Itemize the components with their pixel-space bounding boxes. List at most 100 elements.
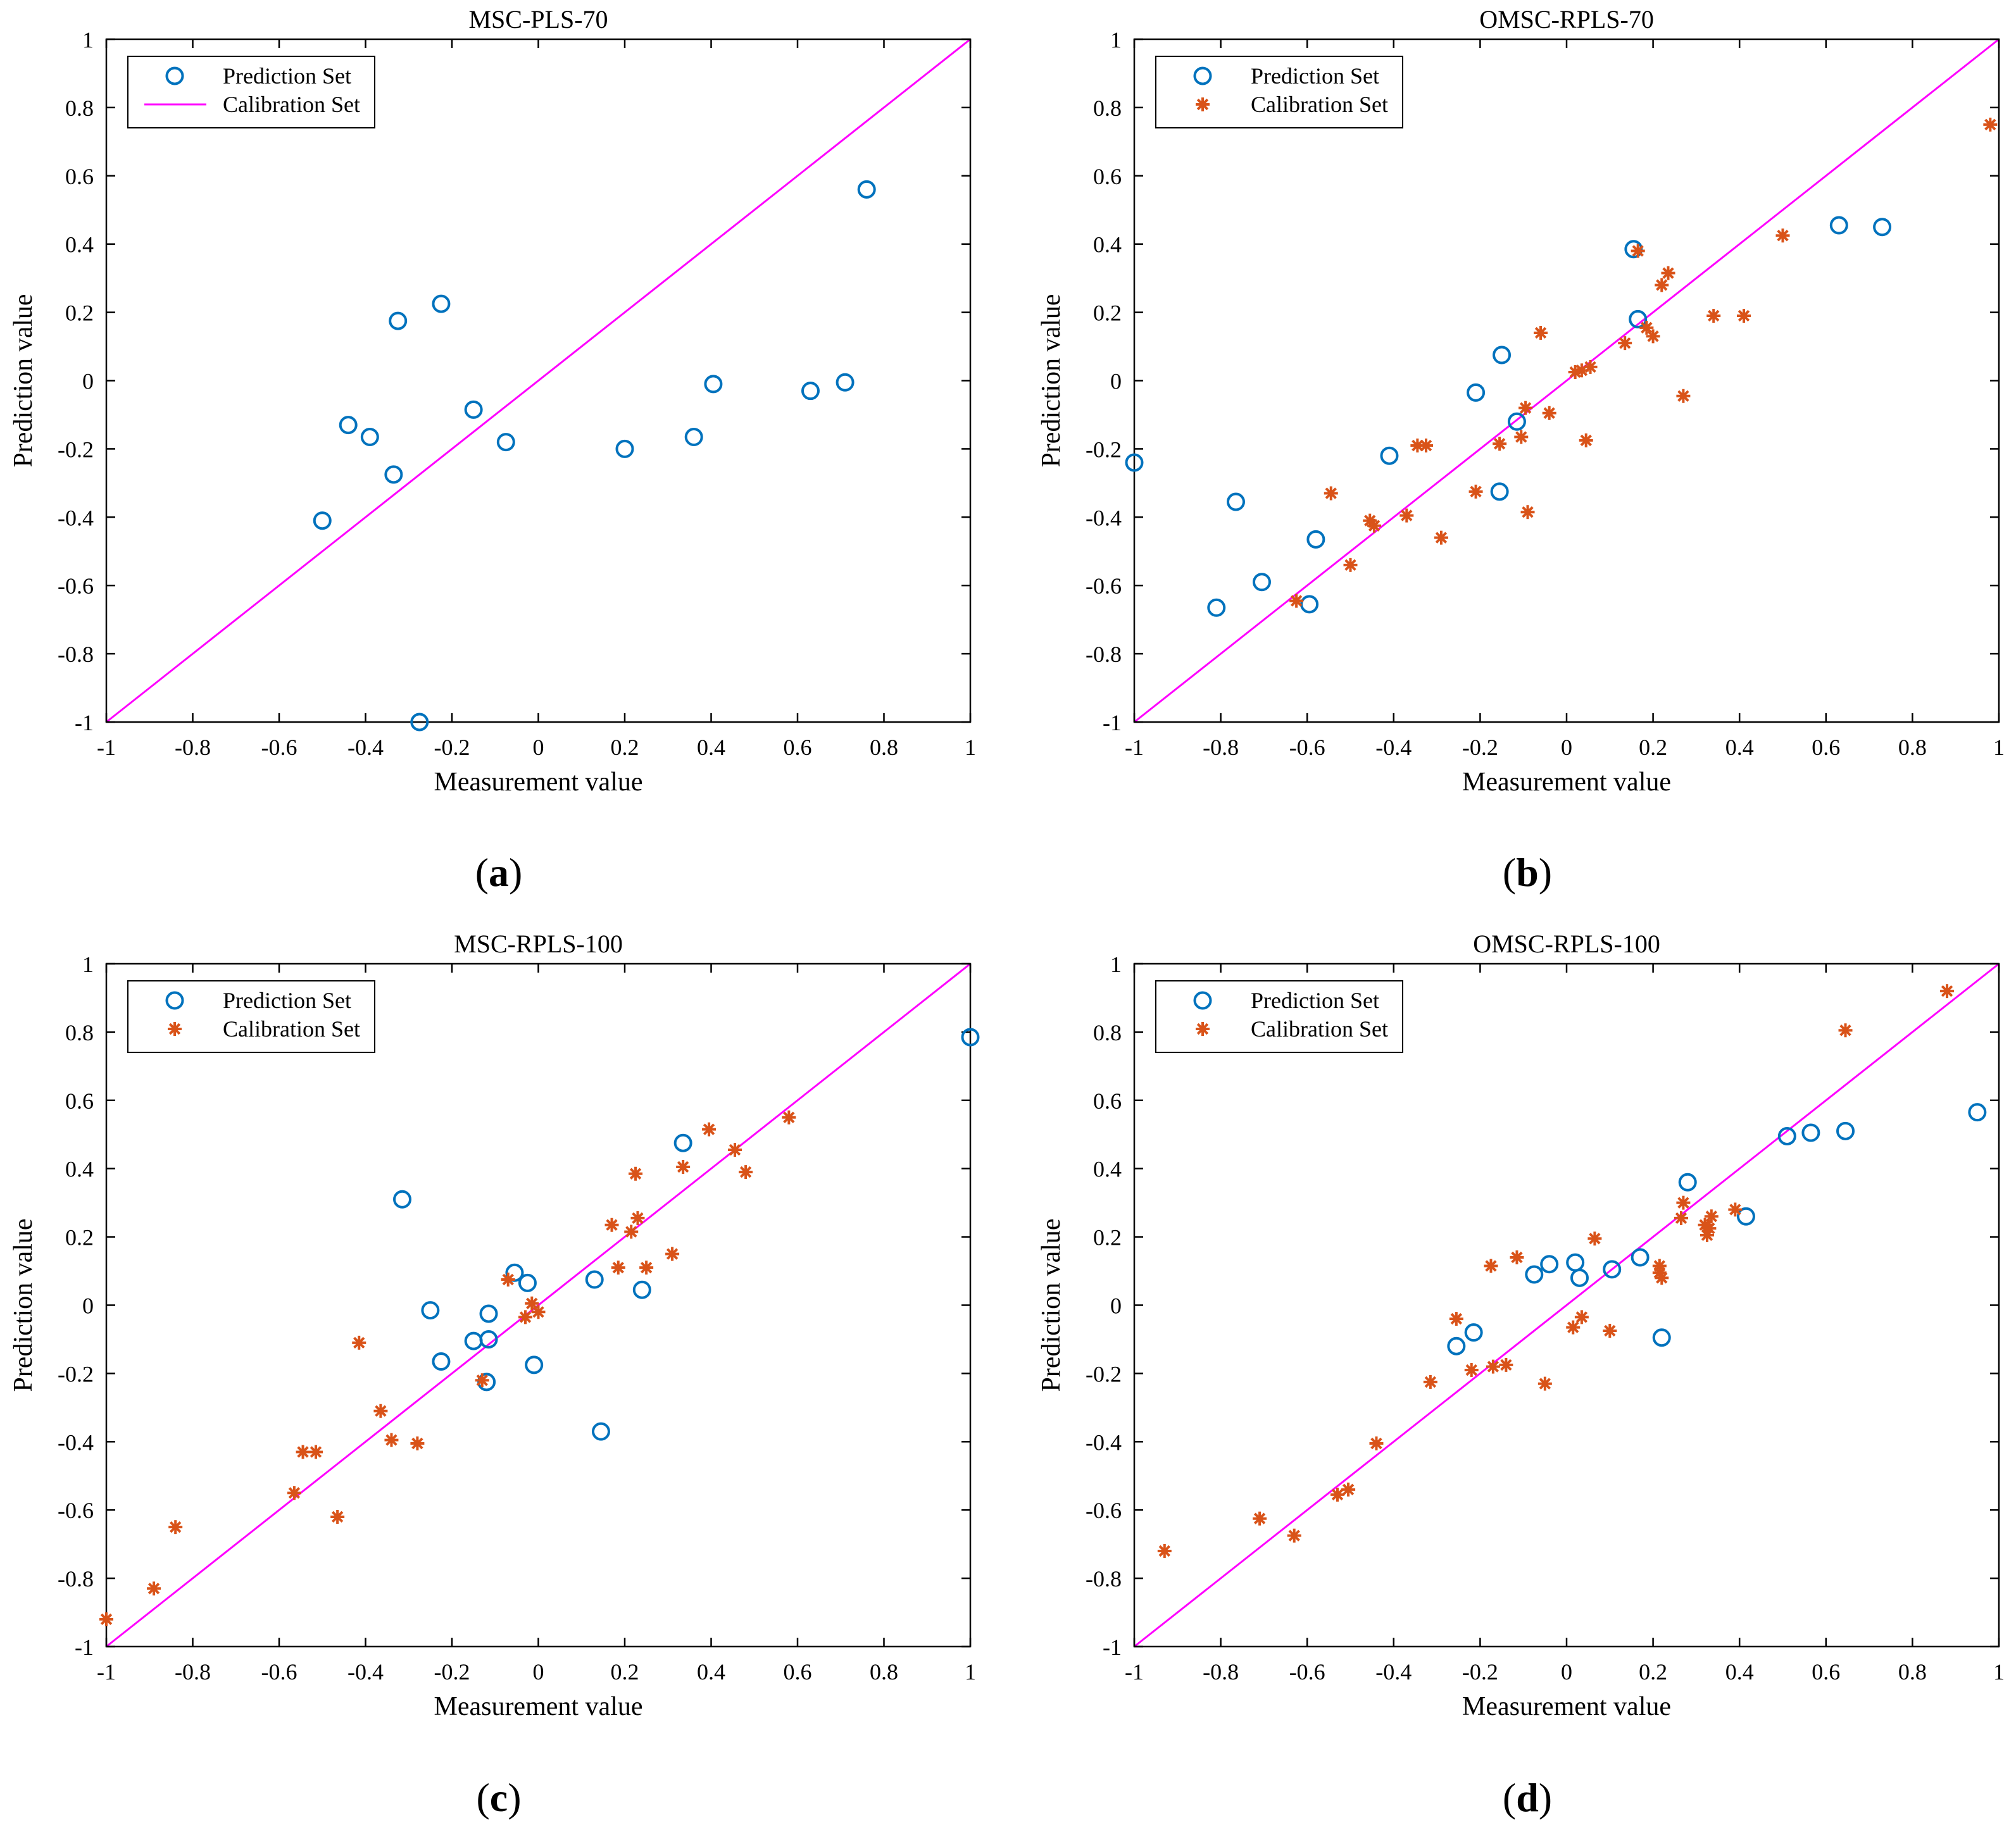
calibration-point [1583,359,1598,374]
y-tick-label: -0.8 [1086,1566,1122,1592]
x-tick-label: 0.2 [1639,735,1667,760]
legend-label: Calibration Set [223,1016,360,1042]
x-tick-label: 0.6 [1812,1659,1840,1685]
y-tick-label: 0.8 [65,1020,94,1045]
chart-title: OMSC-RPLS-70 [1479,5,1654,34]
prediction-point [1493,346,1512,364]
calibration-point [168,1520,183,1535]
y-tick-label: -0.4 [1086,1430,1122,1455]
x-tick-label: 0.8 [1898,1659,1927,1685]
x-tick-label: 0.4 [697,735,725,760]
calibration-point [1289,594,1304,608]
x-tick-label: -0.6 [1289,735,1325,760]
legend: Prediction Set Calibration Set [127,56,375,128]
x-tick-label: -0.6 [261,1659,297,1685]
prediction-point [518,1273,537,1292]
x-tick-label: 0.8 [870,1659,898,1685]
y-tick-label: -0.4 [58,505,94,530]
prediction-point [1540,1255,1559,1274]
prediction-point [961,1028,980,1047]
y-tick-label: 0.4 [1093,232,1122,258]
legend-marker-circle [1193,991,1212,1010]
prediction-point [704,375,723,394]
y-tick-label: -1 [75,1635,94,1660]
legend-box [1155,56,1403,128]
y-tick-label: 0.6 [1093,1088,1122,1114]
prediction-point [464,400,483,419]
calibration-point [1661,266,1675,280]
calibration-point [1639,320,1654,335]
y-tick-label: 0.6 [1093,164,1122,189]
y-tick-label: 0 [82,1293,94,1319]
prediction-point [1252,573,1271,592]
prediction-point [591,1422,610,1441]
prediction-point [432,294,451,313]
y-axis-label: Prediction value [9,1218,38,1392]
caption-a: (a) [475,850,523,895]
legend-marker-asterisk [1196,1022,1210,1036]
calibration-point [702,1122,717,1137]
prediction-point [801,382,820,401]
calibration-point [1631,244,1645,258]
calibration-point [1706,308,1721,323]
calibration-point [639,1261,654,1275]
calibration-point [611,1261,625,1275]
y-tick-label: -0.6 [1086,573,1122,599]
x-tick-label: 0.8 [1898,735,1927,760]
calibration-point [1574,1310,1589,1324]
calibration-point [1655,1271,1669,1285]
calibration-point [782,1110,796,1124]
calibration-point [531,1305,546,1319]
calibration-point [1603,1323,1617,1338]
calibration-point [1566,1320,1581,1335]
x-tick-label: 0 [533,735,544,760]
prediction-point [1447,1336,1466,1355]
y-tick-label: 0 [82,369,94,394]
calibration-point [629,1166,643,1181]
y-tick-label: -0.8 [1086,642,1122,667]
x-tick-label: 0.4 [1725,1659,1754,1685]
prediction-point [477,1373,496,1392]
calibration-point [1652,1259,1667,1273]
legend-label: Prediction Set [1251,988,1379,1013]
legend-marker-circle [1193,66,1212,85]
y-axis-label: Prediction value [1037,1218,1066,1392]
prediction-point [836,373,855,392]
calibration-point [1341,1482,1356,1497]
prediction-point [1464,1323,1483,1342]
calibration-point [287,1486,301,1500]
x-tick-label: -0.8 [1203,1659,1239,1685]
x-tick-label: -0.8 [1203,735,1239,760]
calibration-point [373,1404,388,1418]
x-tick-label: -0.4 [347,1659,384,1685]
prediction-point [1873,218,1892,237]
calibration-point [501,1273,515,1287]
prediction-point [313,511,332,530]
legend: Prediction Set Calibration Set [1155,980,1403,1053]
y-tick-label: -0.8 [58,642,94,667]
series-calibration-set [1289,117,1998,608]
y-tick-label: 0.2 [65,1225,94,1250]
calibration-point [1324,486,1338,501]
x-tick-label: 0.6 [784,735,812,760]
x-tick-label: 0 [1561,1659,1572,1685]
x-tick-label: 1 [1993,1659,2005,1685]
x-tick-label: -0.2 [1462,735,1498,760]
calibration-point [352,1335,366,1350]
calibration-point [1520,505,1535,520]
prediction-point [1968,1103,1987,1122]
x-tick-label: -0.2 [434,1659,470,1685]
y-tick-label: -0.2 [58,1361,94,1386]
legend-marker-asterisk [1196,97,1210,111]
legend-label: Calibration Set [1251,92,1388,117]
calibration-point [525,1296,539,1311]
prediction-point [389,311,408,330]
x-tick-label: -0.4 [347,735,384,760]
calibration-point [1343,558,1358,572]
x-tick-label: -0.8 [175,735,211,760]
calibration-point [1493,437,1507,451]
calibration-point [676,1160,691,1174]
y-tick-label: 0.2 [1093,1225,1122,1250]
calibration-point [1330,1487,1345,1502]
prediction-point [1836,1121,1855,1140]
